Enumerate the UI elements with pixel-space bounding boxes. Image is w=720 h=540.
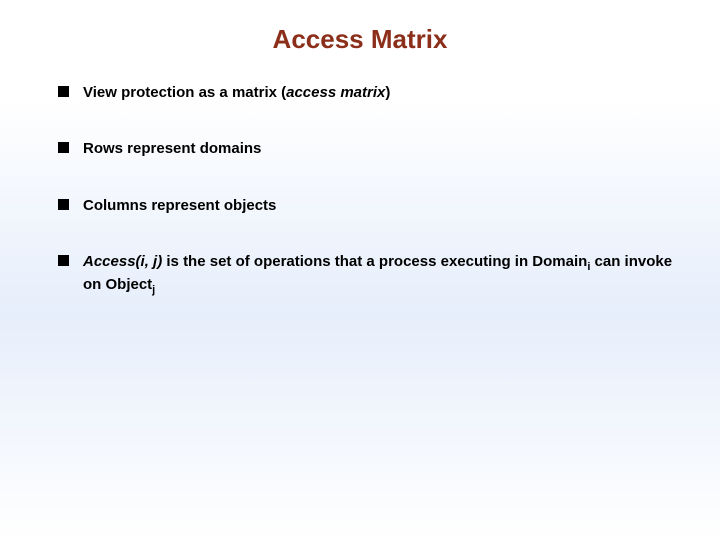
- list-item: Columns represent objects: [58, 196, 680, 216]
- text-span: ): [385, 84, 390, 101]
- bullet-text: View protection as a matrix (access matr…: [83, 83, 680, 103]
- subscript-span: j: [152, 284, 155, 296]
- italic-span: Access(i, j): [83, 253, 162, 270]
- bullet-text: Rows represent domains: [83, 139, 680, 159]
- list-item: View protection as a matrix (access matr…: [58, 83, 680, 103]
- square-bullet-icon: [58, 142, 69, 153]
- list-item: Rows represent domains: [58, 139, 680, 159]
- slide-title: Access Matrix: [0, 0, 720, 83]
- text-span: is the set of operations that a process …: [162, 253, 587, 270]
- square-bullet-icon: [58, 199, 69, 210]
- text-span: View protection as a matrix (: [83, 84, 286, 101]
- slide: Access Matrix View protection as a matri…: [0, 0, 720, 540]
- bullet-list: View protection as a matrix (access matr…: [0, 83, 720, 297]
- bullet-text: Access(i, j) is the set of operations th…: [83, 252, 680, 298]
- italic-span: access matrix: [286, 84, 385, 101]
- square-bullet-icon: [58, 255, 69, 266]
- square-bullet-icon: [58, 86, 69, 97]
- list-item: Access(i, j) is the set of operations th…: [58, 252, 680, 298]
- bullet-text: Columns represent objects: [83, 196, 680, 216]
